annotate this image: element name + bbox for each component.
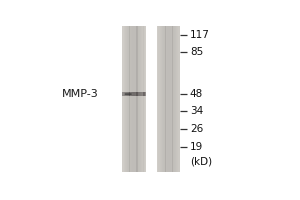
Bar [133, 26, 134, 172]
Bar [162, 26, 163, 172]
Bar [129, 92, 131, 96]
Bar [124, 26, 125, 172]
Text: 48: 48 [190, 89, 203, 99]
Bar [137, 26, 139, 172]
Bar [175, 26, 176, 172]
Bar [177, 26, 178, 172]
Bar [142, 26, 143, 172]
Bar [125, 92, 126, 96]
Bar [157, 26, 181, 172]
Bar [169, 26, 170, 172]
Bar [125, 26, 126, 172]
Bar [136, 92, 138, 96]
Bar [165, 26, 167, 172]
Bar [168, 26, 169, 172]
Bar [134, 92, 135, 96]
Text: 26: 26 [190, 124, 203, 134]
Bar [136, 26, 138, 172]
Bar [145, 26, 146, 172]
Bar [140, 92, 141, 96]
Bar [176, 26, 177, 172]
Bar [130, 92, 132, 96]
Bar [128, 92, 130, 96]
Bar [161, 26, 162, 172]
Bar [170, 26, 171, 172]
Bar [173, 26, 175, 172]
Bar [141, 92, 142, 96]
Bar [139, 92, 140, 96]
Bar [124, 92, 125, 96]
Bar [122, 92, 124, 96]
Bar [158, 26, 160, 172]
Bar [164, 26, 166, 172]
Bar [130, 26, 132, 172]
Bar [122, 26, 124, 172]
Bar [140, 26, 141, 172]
Bar [132, 26, 133, 172]
Bar [137, 92, 139, 96]
Bar [179, 26, 181, 172]
Text: MMP-3: MMP-3 [62, 89, 99, 99]
Bar [122, 26, 146, 172]
Text: 117: 117 [190, 30, 210, 40]
Bar [143, 92, 145, 96]
Bar [127, 26, 128, 172]
Bar [178, 26, 180, 172]
Bar [163, 26, 164, 172]
Bar [171, 26, 172, 172]
Text: (kD): (kD) [190, 156, 212, 166]
Bar [142, 92, 143, 96]
Bar [134, 26, 135, 172]
Text: 34: 34 [190, 106, 203, 116]
Bar [133, 92, 134, 96]
Bar [145, 92, 146, 96]
Bar [126, 92, 127, 96]
Bar [128, 26, 130, 172]
Bar [141, 26, 142, 172]
Bar [160, 26, 161, 172]
Bar [129, 26, 131, 172]
Bar [127, 92, 128, 96]
Bar [139, 26, 140, 172]
Bar [172, 26, 174, 172]
Bar [135, 92, 136, 96]
Text: 85: 85 [190, 47, 203, 57]
Bar [167, 26, 168, 172]
Bar [143, 26, 145, 172]
Bar [132, 92, 133, 96]
Bar [157, 26, 159, 172]
Bar [126, 26, 127, 172]
Text: 19: 19 [190, 142, 203, 152]
Bar [135, 26, 136, 172]
